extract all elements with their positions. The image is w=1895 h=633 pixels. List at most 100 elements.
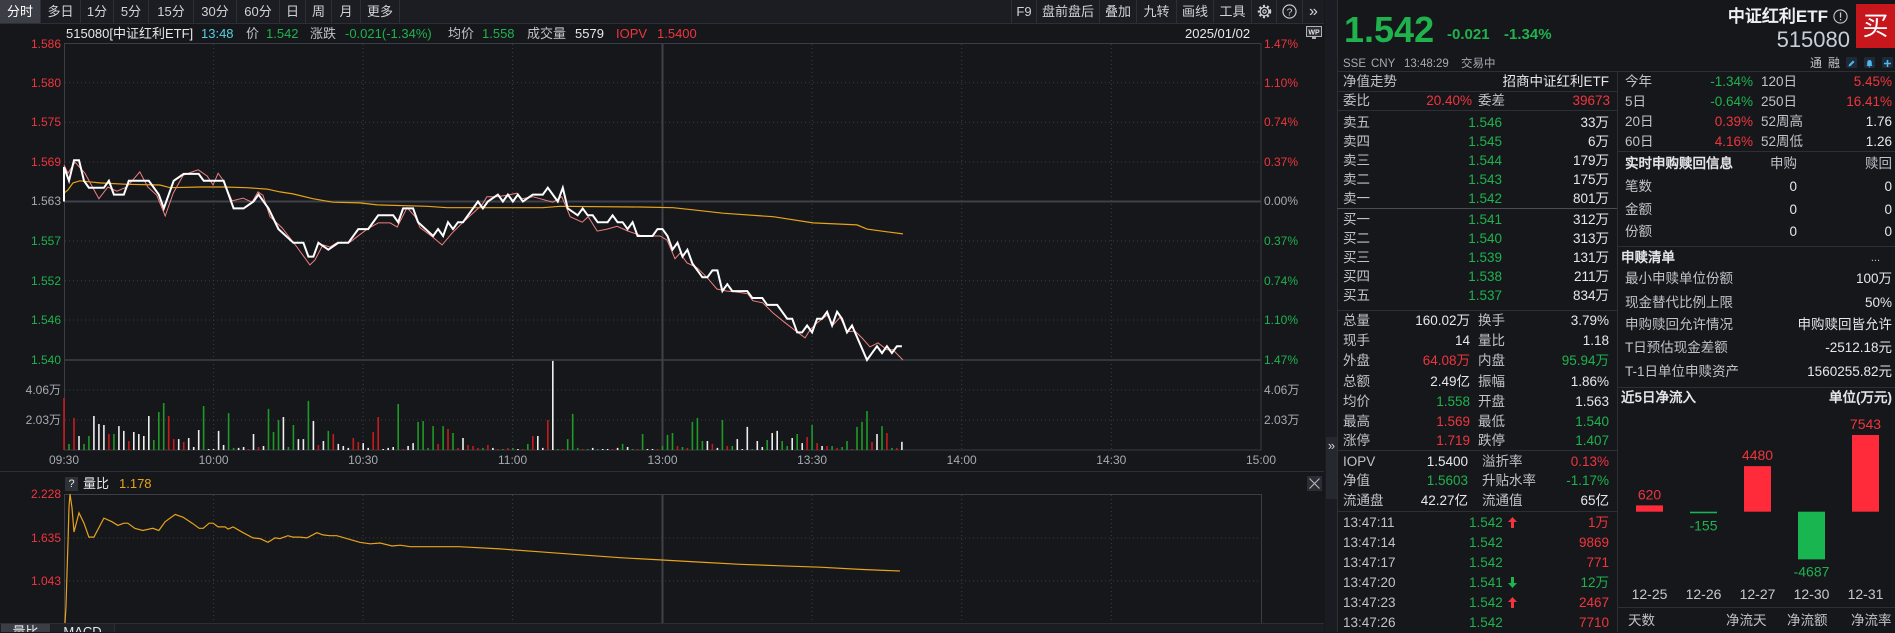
- tab-macd[interactable]: MACD: [51, 624, 115, 632]
- bid-row[interactable]: 买四 1.538 211万: [1337, 267, 1617, 286]
- iopv-label: IOPV: [616, 26, 648, 41]
- nav-trend-row[interactable]: 净值走势 招商中证红利ETF: [1337, 72, 1617, 91]
- trade-row[interactable]: 13:47:17 1.542 771: [1337, 553, 1617, 573]
- ask-row[interactable]: 卖五 1.546 33万: [1337, 113, 1617, 132]
- order-diff-label: 委差: [1478, 93, 1505, 108]
- column-header-net-days[interactable]: 净流天: [1726, 613, 1767, 628]
- ask-row[interactable]: 卖一 1.542 801万: [1337, 189, 1617, 208]
- stats-row: 最高 1.569 最低 1.540: [1337, 412, 1617, 432]
- net-inflow-bar[interactable]: [1690, 511, 1717, 514]
- ask-level-label: 卖二: [1343, 172, 1370, 187]
- volume-ratio-help-button[interactable]: ?: [65, 477, 78, 491]
- tab-1min[interactable]: 1分: [81, 0, 114, 23]
- volume-bar: [586, 449, 589, 450]
- volume-bar: [242, 447, 245, 450]
- ask-row[interactable]: 卖二 1.543 175万: [1337, 170, 1617, 189]
- trade-row[interactable]: 13:47:23 1.542 2467: [1337, 593, 1617, 613]
- net-inflow-bar[interactable]: [1798, 511, 1825, 560]
- nine-turn-button[interactable]: 九转: [1136, 0, 1176, 23]
- tab-60min[interactable]: 60分: [237, 0, 280, 23]
- draw-line-button[interactable]: 画线: [1176, 0, 1213, 23]
- ask-row[interactable]: 卖四 1.545 6万: [1337, 132, 1617, 151]
- net-inflow-chart[interactable]: 620 -155 4480 -4687 7543 12-25 12-26 12-…: [1618, 400, 1895, 606]
- overlay-button[interactable]: 叠加: [1099, 0, 1136, 23]
- close-sub-chart-button[interactable]: [1307, 476, 1322, 491]
- edit-button[interactable]: [1846, 57, 1857, 68]
- tab-intraday[interactable]: 分时: [0, 0, 41, 23]
- alert-button[interactable]: [1864, 57, 1875, 68]
- tab-weekly[interactable]: 周: [306, 0, 332, 23]
- trade-row[interactable]: 13:47:11 1.542 1万: [1337, 513, 1617, 533]
- collapse-panel-toggle[interactable]: »: [1326, 437, 1337, 499]
- expand-toolbar-button[interactable]: »: [1302, 0, 1324, 23]
- buy-button[interactable]: 买: [1856, 4, 1895, 48]
- tab-monthly[interactable]: 月: [332, 0, 361, 23]
- volume-bar: [596, 449, 599, 450]
- bid-row[interactable]: 买五 1.537 834万: [1337, 286, 1617, 305]
- settings-button[interactable]: [1251, 0, 1276, 23]
- bid-row[interactable]: 买一 1.541 312万: [1337, 210, 1617, 229]
- tab-more[interactable]: 更多: [361, 0, 400, 23]
- volume-bar: [581, 449, 584, 450]
- f9-button[interactable]: F9: [1011, 0, 1036, 23]
- volume-bar: [636, 449, 639, 450]
- panel-splitter[interactable]: [1325, 0, 1337, 632]
- pcf-more-button[interactable]: ...: [1870, 252, 1880, 264]
- bid-row[interactable]: 买三 1.539 131万: [1337, 248, 1617, 267]
- bid-row[interactable]: 买二 1.540 313万: [1337, 229, 1617, 248]
- volume-bar: [786, 446, 788, 450]
- bid-volume: 312万: [1572, 212, 1609, 227]
- net-inflow-bar[interactable]: [1636, 505, 1663, 512]
- column-header-net-amount[interactable]: 净流额: [1787, 613, 1828, 628]
- net-inflow-bar[interactable]: [1744, 466, 1771, 512]
- ask-row[interactable]: 卖三 1.544 179万: [1337, 151, 1617, 170]
- intraday-chart[interactable]: [0, 0, 1324, 632]
- trade-price: 1.542: [1469, 515, 1503, 530]
- period-return: 16.41%: [1846, 94, 1892, 109]
- volume-axis-label: 4.06万: [1264, 383, 1300, 397]
- info-icon[interactable]: [1833, 9, 1848, 24]
- tab-5min[interactable]: 5分: [114, 0, 149, 23]
- time-axis-label: 14:30: [1096, 453, 1127, 467]
- tab-volume-ratio[interactable]: 量比: [1, 624, 50, 632]
- volume-bar: [133, 432, 135, 450]
- volume-bar: [347, 447, 350, 450]
- pcf-label: T-1日单位申赎资产: [1625, 364, 1740, 379]
- trading-status: 交易中: [1461, 58, 1496, 70]
- tools-button[interactable]: 工具: [1213, 0, 1251, 23]
- tab-daily[interactable]: 日: [280, 0, 306, 23]
- tag-margin: 融: [1828, 56, 1841, 70]
- tab-30min[interactable]: 30分: [194, 0, 237, 23]
- tab-multi-day[interactable]: 多日: [41, 0, 81, 23]
- order-ratio-row: 委比 20.40% 委差 39673: [1337, 91, 1617, 110]
- volume-bar: [651, 449, 654, 450]
- pcf-value: 50%: [1864, 295, 1892, 310]
- trade-row[interactable]: 13:47:20 1.541 12万: [1337, 573, 1617, 593]
- volume-bar: [841, 447, 843, 450]
- pre-post-market-button[interactable]: 盘前盘后: [1036, 0, 1099, 23]
- help-icon: ?: [1282, 4, 1297, 19]
- volume-bar: [871, 442, 873, 450]
- ask-price: 1.542: [1468, 191, 1502, 206]
- volume-value: 5579: [575, 26, 604, 41]
- wp-monitor-icon[interactable]: WP: [1306, 26, 1322, 40]
- help-button[interactable]: ?: [1276, 0, 1302, 23]
- stat-value: 160.02万: [1415, 313, 1470, 328]
- bid-price: 1.539: [1468, 250, 1502, 265]
- add-watchlist-button[interactable]: [1882, 57, 1893, 68]
- time-axis-label: 14:00: [946, 453, 977, 467]
- volume-bar: [641, 434, 644, 450]
- stat-label: 最高: [1343, 414, 1370, 429]
- column-header-days[interactable]: 天数: [1628, 613, 1655, 628]
- column-header-net-rate[interactable]: 净流率: [1851, 613, 1892, 628]
- volume-bar: [676, 446, 679, 450]
- volume-bar: [143, 436, 145, 450]
- net-inflow-bar[interactable]: [1852, 435, 1879, 512]
- trade-row[interactable]: 13:47:14 1.542 9869: [1337, 533, 1617, 553]
- volume-bar: [482, 447, 484, 450]
- tab-15min[interactable]: 15分: [149, 0, 194, 23]
- volume-bar: [746, 426, 749, 450]
- trade-price: 1.542: [1469, 555, 1503, 570]
- volume-bar: [83, 443, 85, 450]
- trade-row[interactable]: 13:47:26 1.542 7710: [1337, 613, 1617, 633]
